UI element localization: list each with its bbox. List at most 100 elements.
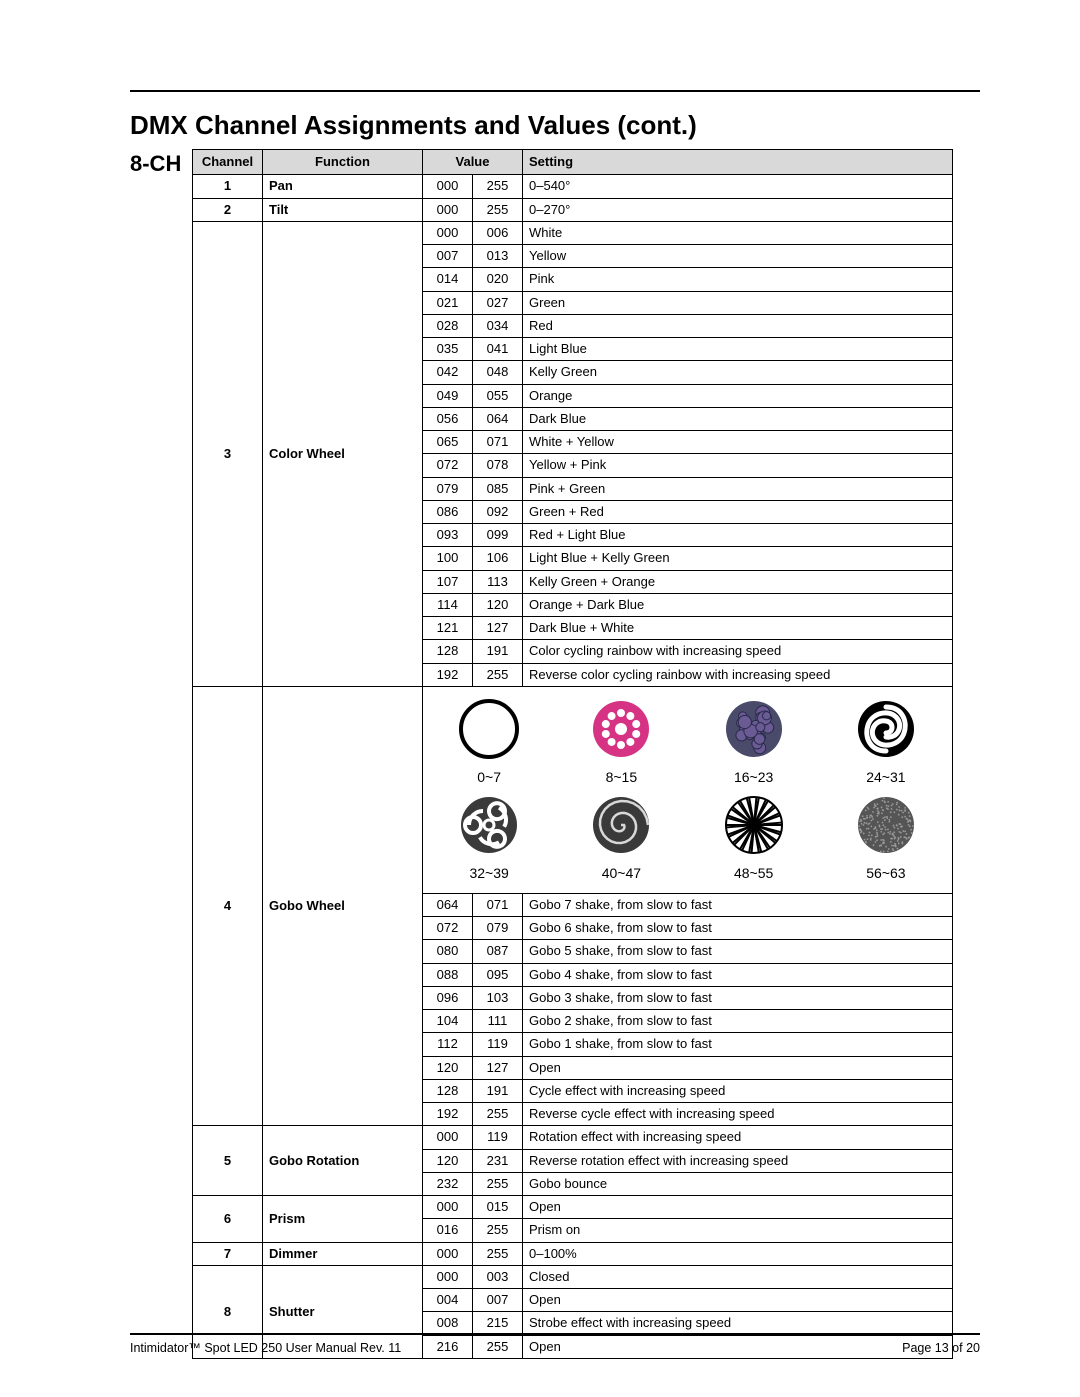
cell-value-from: 008: [423, 1312, 473, 1335]
table-row: 7 Dimmer 000 255 0–100%: [193, 1242, 953, 1265]
cell-value-to: 007: [473, 1289, 523, 1312]
cell-setting: Yellow + Pink: [523, 454, 953, 477]
cell-value-from: 120: [423, 1149, 473, 1172]
cell-setting: Reverse rotation effect with increasing …: [523, 1149, 953, 1172]
gobo-biohazard-icon: [457, 844, 521, 860]
cell-channel: 4: [193, 686, 263, 1126]
cell-setting: Open: [523, 1056, 953, 1079]
cell-setting: Gobo 2 shake, from slow to fast: [523, 1010, 953, 1033]
cell-setting: Dark Blue: [523, 407, 953, 430]
footer-left: Intimidator™ Spot LED 250 User Manual Re…: [130, 1341, 401, 1355]
cell-value-from: 000: [423, 175, 473, 198]
cell-value-from: 128: [423, 1079, 473, 1102]
gobo-range: 0~7: [437, 769, 541, 787]
gobo-dots-icon: [589, 748, 653, 764]
cell-value-to: 048: [473, 361, 523, 384]
cell-value-to: 041: [473, 338, 523, 361]
table-row: 6 Prism 000 015 Open: [193, 1196, 953, 1219]
cell-value-from: 072: [423, 917, 473, 940]
cell-function: Prism: [263, 1196, 423, 1243]
gobo-item: 40~47: [569, 793, 673, 883]
cell-value-from: 232: [423, 1172, 473, 1195]
gobo-range: 40~47: [569, 865, 673, 883]
cell-value-to: 034: [473, 314, 523, 337]
cell-value-from: 128: [423, 640, 473, 663]
gobo-range: 8~15: [569, 769, 673, 787]
cell-value-to: 079: [473, 917, 523, 940]
th-function: Function: [263, 150, 423, 175]
cell-value-to: 095: [473, 963, 523, 986]
table-header-row: Channel Function Value Setting: [193, 150, 953, 175]
cell-value-from: 100: [423, 547, 473, 570]
cell-setting: Dark Blue + White: [523, 617, 953, 640]
cell-value-from: 000: [423, 198, 473, 221]
gobo-item: 56~63: [834, 793, 938, 883]
cell-value-from: 042: [423, 361, 473, 384]
cell-value-to: 064: [473, 407, 523, 430]
gobo-rose-icon: [589, 844, 653, 860]
gobo-range: 56~63: [834, 865, 938, 883]
cell-setting: Gobo bounce: [523, 1172, 953, 1195]
cell-value-to: 071: [473, 431, 523, 454]
gobo-stipple-icon: [854, 844, 918, 860]
cell-value-to: 113: [473, 570, 523, 593]
cell-value-to: 020: [473, 268, 523, 291]
table-row: 4 Gobo Wheel 0~7 8~15: [193, 686, 953, 893]
cell-value-from: 000: [423, 1265, 473, 1288]
cell-value-from: 000: [423, 1242, 473, 1265]
cell-value-from: 000: [423, 221, 473, 244]
table-row: 1 Pan 000 255 0–540°: [193, 175, 953, 198]
cell-value-from: 035: [423, 338, 473, 361]
gobo-item: 0~7: [437, 697, 541, 787]
cell-value-from: 080: [423, 940, 473, 963]
cell-setting: Rotation effect with increasing speed: [523, 1126, 953, 1149]
cell-value-from: 114: [423, 593, 473, 616]
cell-value-from: 049: [423, 384, 473, 407]
cell-value-to: 255: [473, 175, 523, 198]
gobo-net-icon: [722, 844, 786, 860]
cell-value-from: 079: [423, 477, 473, 500]
gobo-item: 32~39: [437, 793, 541, 883]
footer-right: Page 13 of 20: [902, 1341, 980, 1355]
cell-value-to: 071: [473, 893, 523, 916]
cell-setting: Kelly Green + Orange: [523, 570, 953, 593]
cell-value-to: 127: [473, 1056, 523, 1079]
cell-setting: Reverse cycle effect with increasing spe…: [523, 1103, 953, 1126]
cell-value-from: 112: [423, 1033, 473, 1056]
cell-setting: Orange: [523, 384, 953, 407]
cell-setting: Pink + Green: [523, 477, 953, 500]
cell-value-to: 255: [473, 1172, 523, 1195]
cell-value-to: 127: [473, 617, 523, 640]
cell-value-from: 120: [423, 1056, 473, 1079]
cell-value-to: 111: [473, 1010, 523, 1033]
gobo-item: 48~55: [702, 793, 806, 883]
cell-value-from: 104: [423, 1010, 473, 1033]
cell-setting: Reverse color cycling rainbow with incre…: [523, 663, 953, 686]
cell-setting: Gobo 7 shake, from slow to fast: [523, 893, 953, 916]
gobo-spiral-icon: [854, 748, 918, 764]
gobo-cells-icon: [722, 748, 786, 764]
cell-value-from: 004: [423, 1289, 473, 1312]
cell-function: Color Wheel: [263, 221, 423, 686]
cell-value-from: 007: [423, 245, 473, 268]
cell-value-to: 006: [473, 221, 523, 244]
cell-value-from: 000: [423, 1196, 473, 1219]
cell-setting: 0–540°: [523, 175, 953, 198]
cell-value-to: 231: [473, 1149, 523, 1172]
gobo-item: 8~15: [569, 697, 673, 787]
cell-value-from: 056: [423, 407, 473, 430]
cell-value-from: 192: [423, 1103, 473, 1126]
cell-value-from: 121: [423, 617, 473, 640]
cell-setting: Kelly Green: [523, 361, 953, 384]
page-footer: Intimidator™ Spot LED 250 User Manual Re…: [130, 1333, 980, 1355]
cell-value-to: 013: [473, 245, 523, 268]
cell-setting: Gobo 6 shake, from slow to fast: [523, 917, 953, 940]
gobo-item: 16~23: [702, 697, 806, 787]
cell-value-to: 087: [473, 940, 523, 963]
cell-value-from: 028: [423, 314, 473, 337]
cell-channel: 1: [193, 175, 263, 198]
cell-setting: Open: [523, 1289, 953, 1312]
cell-setting: Strobe effect with increasing speed: [523, 1312, 953, 1335]
cell-setting: Yellow: [523, 245, 953, 268]
cell-channel: 2: [193, 198, 263, 221]
